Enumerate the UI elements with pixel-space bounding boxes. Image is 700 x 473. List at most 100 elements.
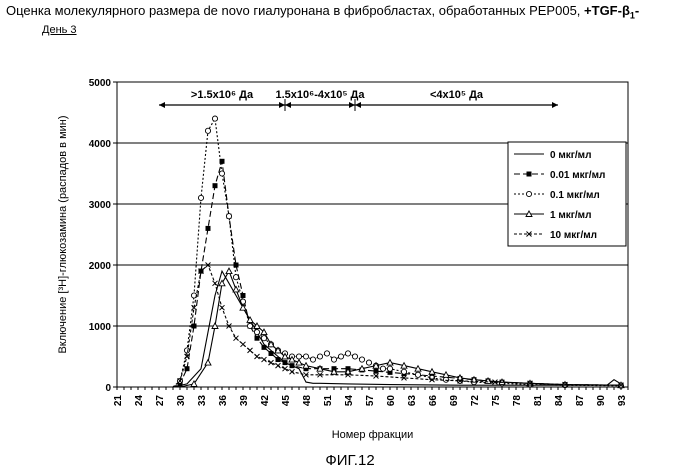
x-tick-label: 30 [176, 395, 187, 407]
x-tick-label: 84 [554, 395, 565, 407]
marker-square [192, 324, 197, 329]
range-arrow-head [349, 102, 355, 108]
legend-marker [526, 191, 531, 196]
marker-circle [401, 369, 406, 374]
marker-circle [443, 377, 448, 382]
marker-triangle [226, 268, 232, 274]
marker-circle [324, 351, 329, 356]
marker-square [276, 357, 281, 362]
marker-circle [415, 372, 420, 377]
data-point [212, 116, 217, 121]
data-point [247, 323, 252, 328]
marker-square [374, 369, 379, 374]
x-tick-label: 90 [596, 395, 607, 407]
data-point [254, 330, 259, 335]
marker-circle [366, 360, 371, 365]
marker-square [185, 366, 190, 371]
data-point [310, 357, 315, 362]
marker-circle [205, 128, 210, 133]
data-point [198, 195, 203, 200]
data-point [233, 286, 239, 292]
y-tick-label: 5000 [89, 78, 112, 89]
data-point [296, 354, 301, 359]
data-point [303, 354, 308, 359]
range-arrow-head [159, 102, 165, 108]
marker-circle [380, 366, 385, 371]
marker-circle [345, 351, 350, 356]
marker-triangle [219, 280, 225, 286]
marker-square [255, 336, 260, 341]
data-point [205, 360, 211, 366]
y-tick-label: 1000 [89, 322, 112, 333]
marker-circle [387, 366, 392, 371]
data-point [261, 336, 266, 341]
x-tick-label: 60 [386, 395, 397, 407]
legend-label: 0.01 мкг/мл [550, 170, 605, 181]
data-point [387, 360, 393, 366]
x-tick-label: 63 [407, 395, 418, 407]
legend-label: 0 мкг/мл [550, 150, 591, 161]
x-tick-label: 54 [344, 395, 355, 407]
marker-circle [254, 330, 259, 335]
x-tick-label: 24 [134, 395, 145, 407]
x-tick-label: 69 [449, 395, 460, 407]
data-point [317, 354, 322, 359]
x-tick-label: 51 [323, 395, 334, 407]
data-point [352, 354, 357, 359]
marker-triangle [303, 363, 309, 369]
data-point [303, 363, 309, 369]
marker-circle [303, 354, 308, 359]
range-arrow-head [285, 102, 291, 108]
y-axis-label: Включение [³H]-глюкозамина (распадов в м… [57, 115, 69, 353]
range-label: >1.5x10⁶ Да [191, 89, 254, 101]
data-point [184, 348, 189, 353]
data-point [338, 354, 343, 359]
series-line-3 [117, 271, 621, 387]
data-point [276, 357, 281, 362]
x-tick-label: 27 [155, 395, 166, 407]
data-point [213, 183, 218, 188]
data-point [374, 369, 379, 374]
marker-triangle [191, 381, 197, 387]
data-point [234, 336, 239, 341]
x-tick-label: 81 [533, 395, 544, 407]
data-point [185, 366, 190, 371]
legend-marker [527, 172, 532, 177]
x-tick-label: 87 [575, 395, 586, 407]
marker-triangle [387, 360, 393, 366]
marker-circle [184, 348, 189, 353]
x-tick-label: 39 [239, 395, 250, 407]
x-tick-label: 78 [512, 395, 523, 407]
data-point [283, 366, 288, 371]
range-arrow-head [355, 102, 361, 108]
data-point [255, 354, 260, 359]
x-axis-label: Номер фракции [332, 429, 414, 441]
data-point [269, 360, 274, 365]
marker-circle [226, 214, 231, 219]
x-tick-label: 33 [197, 395, 208, 407]
x-tick-label: 21 [113, 395, 124, 407]
marker-circle [359, 357, 364, 362]
data-point [248, 348, 253, 353]
data-point [262, 357, 267, 362]
marker-triangle [205, 360, 211, 366]
data-point [226, 214, 231, 219]
y-tick-label: 3000 [89, 200, 112, 211]
marker-circle [338, 354, 343, 359]
legend-label: 10 мкг/мл [550, 230, 597, 241]
data-point [290, 363, 295, 368]
x-tick-label: 45 [281, 395, 292, 407]
marker-square [283, 360, 288, 365]
marker-circle [233, 275, 238, 280]
data-point [345, 351, 350, 356]
range-arrow-head [279, 102, 285, 108]
data-point [255, 336, 260, 341]
data-point [241, 342, 246, 347]
data-point [191, 381, 197, 387]
data-point [269, 351, 274, 356]
marker-circle [219, 171, 224, 176]
marker-square [262, 345, 267, 350]
data-point [233, 275, 238, 280]
marker-square [213, 183, 218, 188]
